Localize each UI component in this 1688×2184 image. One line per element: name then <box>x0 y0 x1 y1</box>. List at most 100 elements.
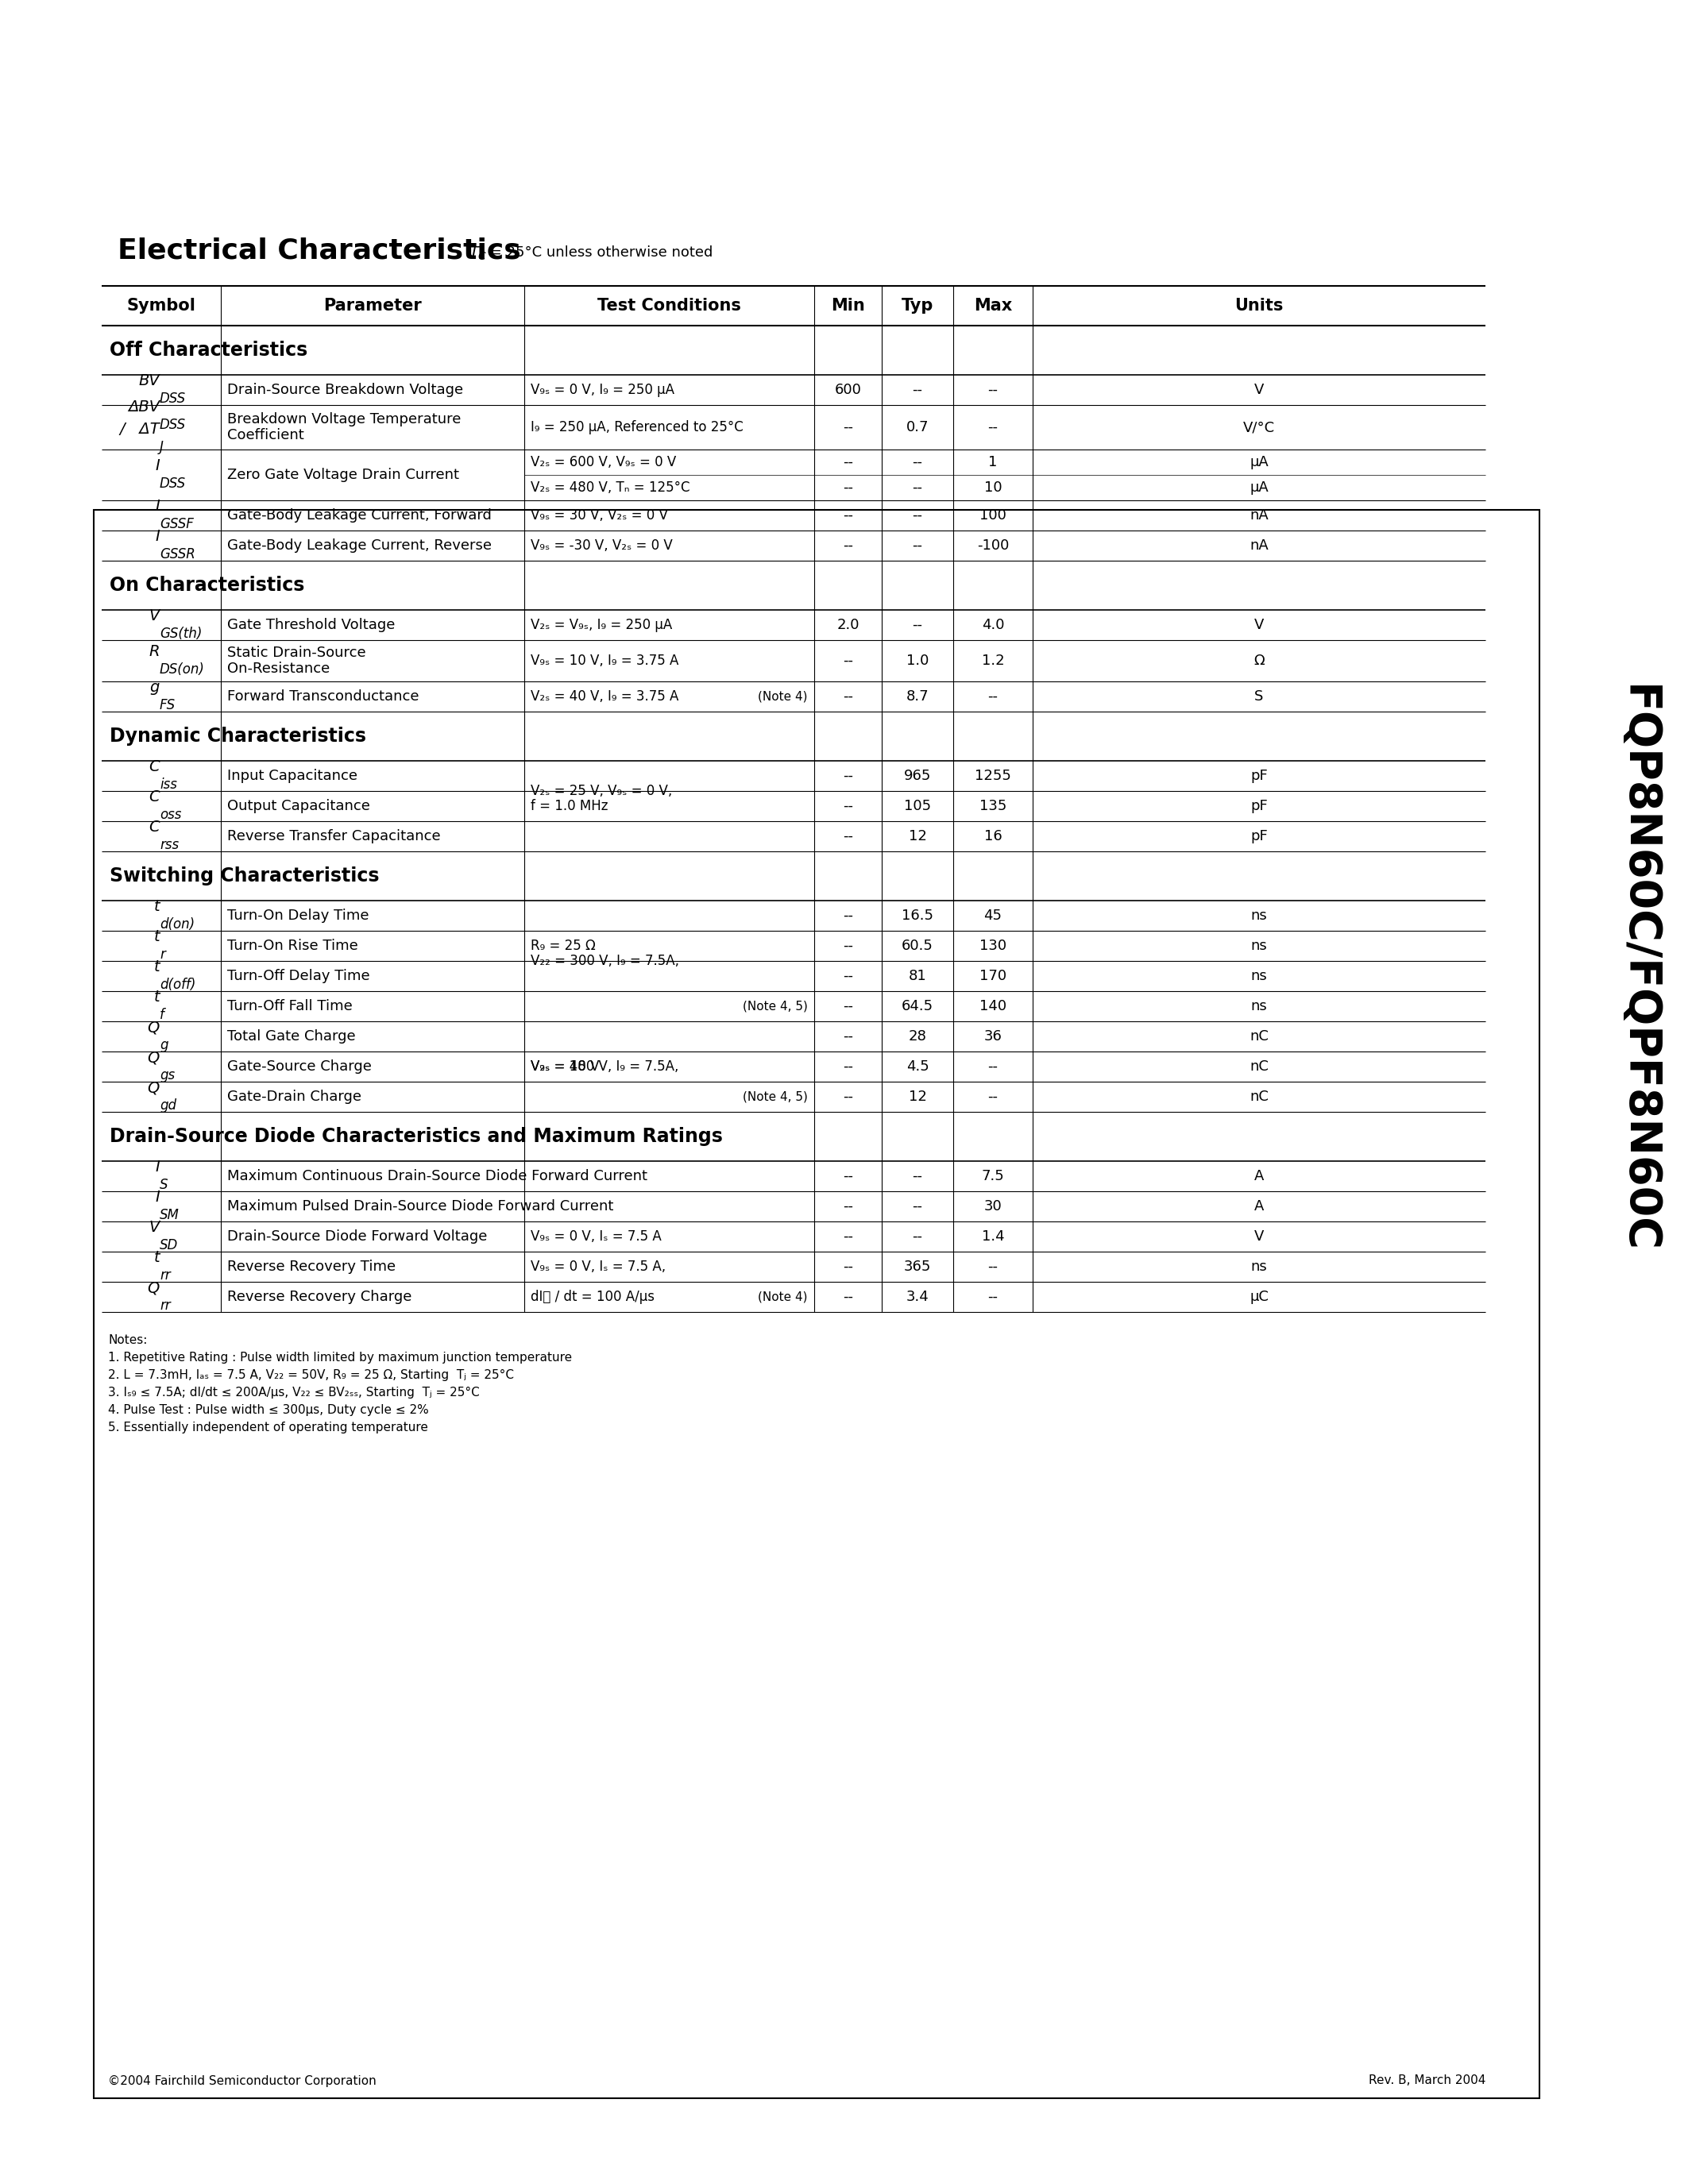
Text: 3.4: 3.4 <box>906 1291 928 1304</box>
Text: V₉ₛ = -30 V, V₂ₛ = 0 V: V₉ₛ = -30 V, V₂ₛ = 0 V <box>530 539 672 553</box>
Text: 60.5: 60.5 <box>901 939 933 952</box>
Text: nC: nC <box>1249 1090 1269 1103</box>
Text: --: -- <box>842 998 852 1013</box>
Text: nA: nA <box>1249 509 1268 522</box>
Text: ns: ns <box>1251 970 1268 983</box>
Text: --: -- <box>842 1199 852 1214</box>
Text: 1.2: 1.2 <box>982 653 1004 668</box>
Text: rss: rss <box>160 839 179 852</box>
Text: S: S <box>160 1177 169 1192</box>
Text: Turn-On Delay Time: Turn-On Delay Time <box>228 909 370 924</box>
Text: GSSR: GSSR <box>160 548 196 561</box>
Text: Notes:: Notes: <box>108 1334 147 1345</box>
Text: --: -- <box>987 1059 998 1075</box>
Text: 1.4: 1.4 <box>982 1230 1004 1243</box>
Text: BV: BV <box>138 373 160 389</box>
Text: 7.5: 7.5 <box>981 1168 1004 1184</box>
Text: V₂ₛ = 40 V, I₉ = 3.75 A: V₂ₛ = 40 V, I₉ = 3.75 A <box>530 690 679 703</box>
Text: 64.5: 64.5 <box>901 998 933 1013</box>
Text: 140: 140 <box>979 998 1006 1013</box>
Text: 105: 105 <box>905 799 932 812</box>
Text: ©2004 Fairchild Semiconductor Corporation: ©2004 Fairchild Semiconductor Corporatio… <box>108 2075 376 2086</box>
Text: --: -- <box>987 1291 998 1304</box>
Text: Gate-Source Charge: Gate-Source Charge <box>228 1059 371 1075</box>
Text: Reverse Transfer Capacitance: Reverse Transfer Capacitance <box>228 830 441 843</box>
Text: ns: ns <box>1251 1260 1268 1273</box>
Text: --: -- <box>987 382 998 397</box>
Text: DSS: DSS <box>160 391 186 406</box>
Text: 16: 16 <box>984 830 1003 843</box>
Text: 12: 12 <box>908 1090 927 1103</box>
Text: I₉ = 250 μA, Referenced to 25°C: I₉ = 250 μA, Referenced to 25°C <box>530 419 743 435</box>
Text: g: g <box>160 1037 169 1053</box>
Text: --: -- <box>912 454 923 470</box>
Text: gs: gs <box>160 1068 176 1083</box>
Text: 4.5: 4.5 <box>906 1059 928 1075</box>
Text: V₂ₛ = V₉ₛ, I₉ = 250 μA: V₂ₛ = V₉ₛ, I₉ = 250 μA <box>530 618 672 631</box>
Text: Symbol: Symbol <box>127 297 196 314</box>
Text: 600: 600 <box>834 382 861 397</box>
Text: --: -- <box>912 509 923 522</box>
Text: oss: oss <box>160 808 181 821</box>
Text: V/°C: V/°C <box>1242 419 1274 435</box>
Text: Total Gate Charge: Total Gate Charge <box>228 1029 356 1044</box>
Text: V₉ₛ = 0 V, Iₛ = 7.5 A: V₉ₛ = 0 V, Iₛ = 7.5 A <box>530 1230 662 1243</box>
Text: V₉ₛ = 0 V, Iₛ = 7.5 A,: V₉ₛ = 0 V, Iₛ = 7.5 A, <box>530 1260 665 1273</box>
Text: --: -- <box>842 419 852 435</box>
Text: -100: -100 <box>977 539 1009 553</box>
Text: --: -- <box>912 382 923 397</box>
Text: f = 1.0 MHz: f = 1.0 MHz <box>530 799 608 812</box>
Text: 30: 30 <box>984 1199 1003 1214</box>
Text: (Note 4, 5): (Note 4, 5) <box>743 1090 809 1103</box>
Text: R: R <box>149 644 160 660</box>
Text: μA: μA <box>1249 480 1268 496</box>
Text: rr: rr <box>160 1269 170 1282</box>
Text: V₉ₛ = 10 V, I₉ = 3.75 A: V₉ₛ = 10 V, I₉ = 3.75 A <box>530 653 679 668</box>
Text: t: t <box>154 900 160 915</box>
Text: --: -- <box>842 1168 852 1184</box>
Text: --: -- <box>912 1199 923 1214</box>
Text: Reverse Recovery Time: Reverse Recovery Time <box>228 1260 395 1273</box>
Text: V: V <box>1254 1230 1264 1243</box>
Text: FS: FS <box>160 699 176 712</box>
Text: Max: Max <box>974 297 1013 314</box>
Text: --: -- <box>842 1291 852 1304</box>
Text: --: -- <box>842 539 852 553</box>
Text: iss: iss <box>160 778 177 793</box>
Text: V: V <box>1254 618 1264 631</box>
Text: r: r <box>160 948 165 961</box>
Text: 3. Iₛ₉ ≤ 7.5A; dI/dt ≤ 200A/μs, V₂₂ ≤ BV₂ₛₛ, Starting  Tⱼ = 25°C: 3. Iₛ₉ ≤ 7.5A; dI/dt ≤ 200A/μs, V₂₂ ≤ BV… <box>108 1387 479 1398</box>
Text: Gate-Drain Charge: Gate-Drain Charge <box>228 1090 361 1103</box>
Text: t: t <box>154 928 160 943</box>
Text: Breakdown Voltage Temperature: Breakdown Voltage Temperature <box>228 413 461 426</box>
Text: V₂₂ = 300 V, I₉ = 7.5A,: V₂₂ = 300 V, I₉ = 7.5A, <box>530 954 679 968</box>
Text: V₂ₛ = 600 V, V₉ₛ = 0 V: V₂ₛ = 600 V, V₉ₛ = 0 V <box>530 454 677 470</box>
Text: V: V <box>149 1221 160 1234</box>
Text: Q: Q <box>147 1280 160 1295</box>
Text: --: -- <box>842 769 852 784</box>
Text: Reverse Recovery Charge: Reverse Recovery Charge <box>228 1291 412 1304</box>
Text: C: C <box>149 819 160 834</box>
Text: DSS: DSS <box>160 417 186 432</box>
Text: Electrical Characteristics: Electrical Characteristics <box>118 236 522 264</box>
Text: ns: ns <box>1251 909 1268 924</box>
Text: Maximum Pulsed Drain-Source Diode Forward Current: Maximum Pulsed Drain-Source Diode Forwar… <box>228 1199 613 1214</box>
Text: Off Characteristics: Off Characteristics <box>110 341 307 360</box>
Text: V₉ₛ = 0 V, I₉ = 250 μA: V₉ₛ = 0 V, I₉ = 250 μA <box>530 382 675 397</box>
Text: 1.0: 1.0 <box>906 653 928 668</box>
Text: f: f <box>160 1007 164 1022</box>
Text: pF: pF <box>1251 769 1268 784</box>
Text: 365: 365 <box>903 1260 932 1273</box>
Text: 12: 12 <box>908 830 927 843</box>
Text: dI₟ / dt = 100 A/μs: dI₟ / dt = 100 A/μs <box>530 1291 655 1304</box>
Text: Units: Units <box>1234 297 1283 314</box>
Text: Input Capacitance: Input Capacitance <box>228 769 358 784</box>
Text: 4.0: 4.0 <box>982 618 1004 631</box>
Text: --: -- <box>842 509 852 522</box>
Text: --: -- <box>842 653 852 668</box>
Text: C: C <box>478 251 484 262</box>
Text: 965: 965 <box>903 769 932 784</box>
Text: --: -- <box>912 1230 923 1243</box>
Text: V₂ₛ = 25 V, V₉ₛ = 0 V,: V₂ₛ = 25 V, V₉ₛ = 0 V, <box>530 784 672 797</box>
Text: I: I <box>155 459 160 474</box>
